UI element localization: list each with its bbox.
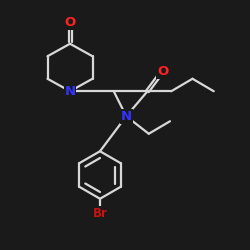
Text: Br: Br [92,207,108,220]
Text: O: O [64,16,76,29]
Text: N: N [121,110,132,123]
Text: N: N [64,85,76,98]
Text: O: O [157,65,168,78]
